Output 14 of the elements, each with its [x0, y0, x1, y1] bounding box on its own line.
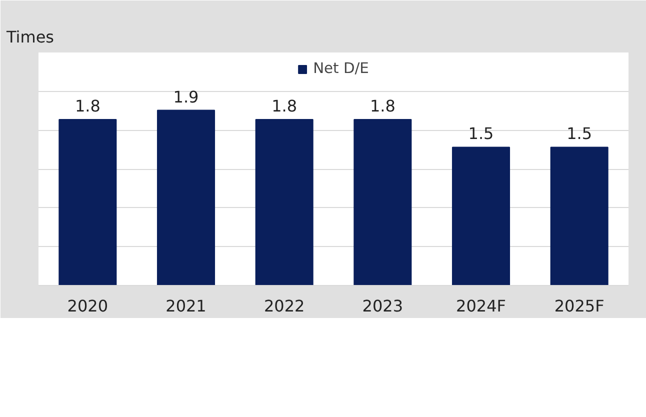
x-tick-label: 2020 — [67, 296, 108, 316]
y-axis-title: Times — [6, 28, 54, 46]
x-tick-label: 2022 — [264, 296, 305, 316]
x-tick-label: 2025F — [554, 296, 604, 316]
x-tick-label: 2021 — [166, 296, 206, 316]
x-tick-label: 2023 — [362, 296, 404, 316]
data-label: 1.8 — [74, 96, 100, 116]
legend-label: Net D/E — [313, 60, 369, 77]
data-label: 1.5 — [468, 124, 494, 144]
data-label: 1.8 — [370, 96, 396, 116]
data-label: 1.8 — [272, 96, 298, 116]
x-tick-label: 2024F — [456, 296, 506, 316]
data-label: 1.9 — [173, 87, 199, 106]
data-label: 1.5 — [566, 124, 592, 144]
